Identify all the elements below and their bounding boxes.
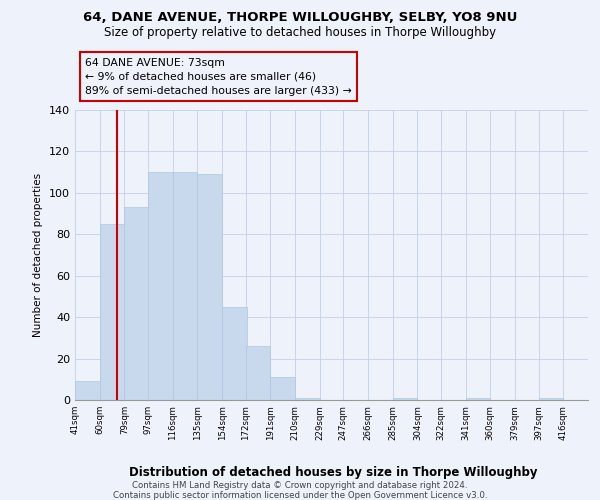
Bar	[539, 398, 563, 400]
Text: Contains HM Land Registry data © Crown copyright and database right 2024.: Contains HM Land Registry data © Crown c…	[132, 482, 468, 490]
Text: 64, DANE AVENUE, THORPE WILLOUGHBY, SELBY, YO8 9NU: 64, DANE AVENUE, THORPE WILLOUGHBY, SELB…	[83, 11, 517, 24]
Text: Distribution of detached houses by size in Thorpe Willoughby: Distribution of detached houses by size …	[129, 466, 537, 479]
Bar	[466, 398, 490, 400]
Text: Size of property relative to detached houses in Thorpe Willoughby: Size of property relative to detached ho…	[104, 26, 496, 39]
Bar	[197, 174, 222, 400]
Bar	[271, 377, 295, 400]
Bar	[245, 346, 271, 400]
Bar	[173, 172, 197, 400]
Bar	[148, 172, 173, 400]
Bar	[392, 398, 418, 400]
Text: 64 DANE AVENUE: 73sqm
← 9% of detached houses are smaller (46)
89% of semi-detac: 64 DANE AVENUE: 73sqm ← 9% of detached h…	[85, 58, 352, 96]
Bar	[124, 208, 149, 400]
Bar	[100, 224, 124, 400]
Bar	[295, 398, 320, 400]
Y-axis label: Number of detached properties: Number of detached properties	[34, 173, 43, 337]
Text: Contains public sector information licensed under the Open Government Licence v3: Contains public sector information licen…	[113, 490, 487, 500]
Bar	[222, 307, 247, 400]
Bar	[75, 382, 100, 400]
